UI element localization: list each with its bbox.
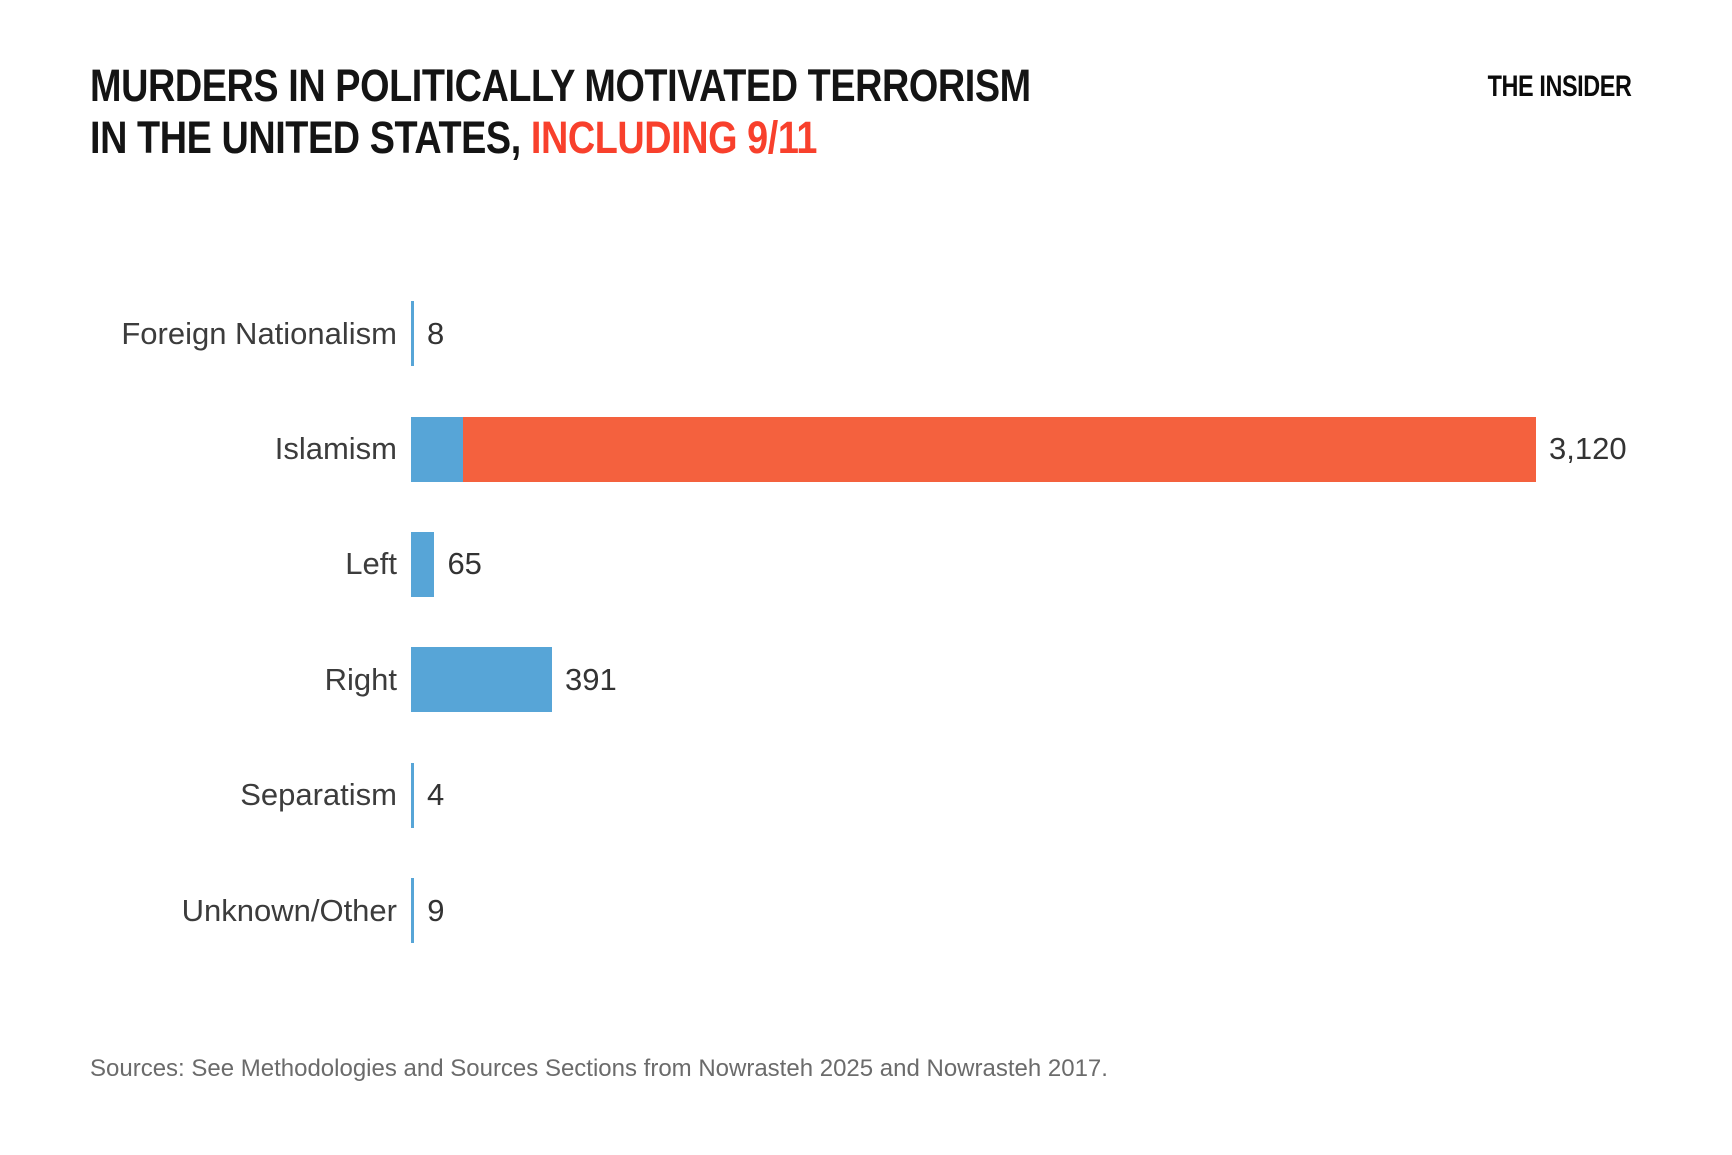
- chart-row: Unknown/Other 9: [0, 853, 1732, 968]
- chart-title-line2-red: INCLUDING 9/11: [530, 112, 818, 163]
- category-label: Foreign Nationalism: [121, 315, 397, 351]
- chart-title-line2-black: IN THE UNITED STATES,: [90, 112, 531, 163]
- chart-title-line1: MURDERS IN POLITICALLY MOTIVATED TERRORI…: [90, 60, 1031, 111]
- value-label: 65: [447, 546, 482, 582]
- value-label: 3,120: [1549, 431, 1627, 467]
- chart-title: MURDERS IN POLITICALLY MOTIVATED TERRORI…: [90, 60, 1031, 164]
- bar: [411, 531, 435, 597]
- bar: [411, 416, 1536, 482]
- chart-title-line2: IN THE UNITED STATES, INCLUDING 9/11: [90, 112, 1031, 164]
- bar-segment-blue: [411, 531, 435, 597]
- value-label: 9: [427, 892, 445, 928]
- chart-row: Right 391: [0, 622, 1732, 737]
- value-label: 8: [427, 315, 445, 351]
- the-insider-logo: THE INSIDER: [1488, 70, 1632, 103]
- bar-segment-blue: [411, 878, 415, 944]
- bar-segment-blue: [411, 762, 414, 828]
- value-label: 391: [564, 661, 617, 697]
- bar-segment-blue: [411, 301, 414, 367]
- bar-segment-blue: [411, 647, 552, 713]
- chart-row: Islamism 3,120: [0, 391, 1732, 506]
- bar: [411, 301, 414, 367]
- bar-segment-blue: [411, 416, 463, 482]
- bar: [411, 762, 414, 828]
- bar-segment-red: [462, 416, 1536, 482]
- bar: [411, 647, 552, 713]
- bar: [411, 878, 415, 944]
- chart-row: Separatism 4: [0, 738, 1732, 853]
- bar-chart: Foreign Nationalism 8 Islamism 3,120 Lef…: [0, 276, 1732, 968]
- category-label: Left: [345, 546, 397, 582]
- category-label: Separatism: [240, 777, 397, 813]
- sources-note: Sources: See Methodologies and Sources S…: [90, 1055, 1108, 1082]
- value-label: 4: [427, 777, 445, 813]
- category-label: Unknown/Other: [181, 892, 397, 928]
- chart-row: Foreign Nationalism 8: [0, 276, 1732, 391]
- category-label: Right: [324, 661, 397, 697]
- chart-row: Left 65: [0, 507, 1732, 622]
- category-label: Islamism: [274, 431, 397, 467]
